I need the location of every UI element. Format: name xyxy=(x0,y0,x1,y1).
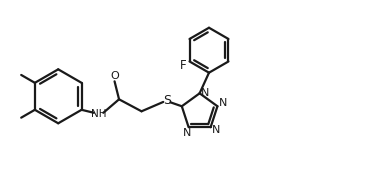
Text: S: S xyxy=(164,94,171,107)
Text: N: N xyxy=(212,125,220,135)
Text: F: F xyxy=(180,59,186,72)
Text: N: N xyxy=(183,128,192,138)
Text: O: O xyxy=(110,71,119,81)
Text: N: N xyxy=(201,88,209,98)
Text: N: N xyxy=(219,98,227,108)
Text: NH: NH xyxy=(91,109,106,119)
